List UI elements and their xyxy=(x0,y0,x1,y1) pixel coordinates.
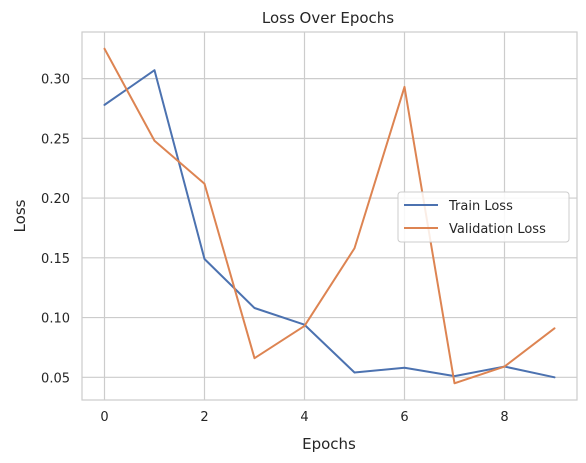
x-tick-label: 6 xyxy=(400,410,408,425)
y-tick-label: 0.25 xyxy=(41,132,70,147)
y-tick-label: 0.05 xyxy=(41,371,70,386)
x-axis-label: Epochs xyxy=(302,435,356,453)
x-tick-label: 0 xyxy=(100,410,108,425)
legend-label-train-loss: Train Loss xyxy=(448,199,513,214)
y-tick-label: 0.15 xyxy=(41,252,70,267)
x-tick-label: 4 xyxy=(300,410,308,425)
x-tick-label: 2 xyxy=(200,410,208,425)
y-axis-label: Loss xyxy=(11,199,29,232)
legend: Train Loss Validation Loss xyxy=(397,191,570,243)
series-line-validation-loss xyxy=(103,47,556,385)
y-tick-label: 0.10 xyxy=(41,312,70,327)
legend-box xyxy=(397,191,570,243)
x-tick-label: 8 xyxy=(500,410,508,425)
y-tick-label: 0.20 xyxy=(41,192,70,207)
y-tick-label: 0.30 xyxy=(41,73,70,88)
y-axis-ticks: 0.05 0.10 0.15 0.20 0.25 0.30 xyxy=(41,73,70,387)
x-axis-ticks: 0 2 4 6 8 xyxy=(100,410,508,425)
series-lines xyxy=(103,47,556,385)
plot-area-frame xyxy=(81,31,578,401)
series-line-train-loss xyxy=(103,69,556,379)
chart-title: Loss Over Epochs xyxy=(262,9,394,27)
legend-label-validation-loss: Validation Loss xyxy=(449,222,546,237)
